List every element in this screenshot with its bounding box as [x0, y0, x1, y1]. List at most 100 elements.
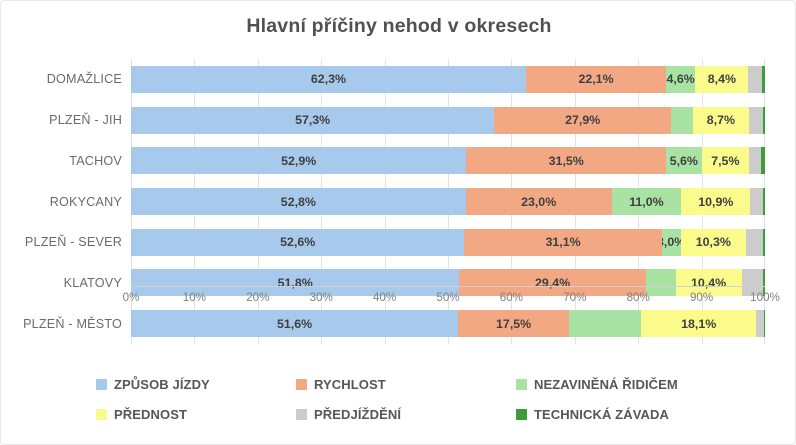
bar-segment[interactable] — [760, 147, 765, 175]
bar-segment[interactable] — [645, 269, 676, 297]
bar-segment-label: 7,5% — [711, 153, 740, 168]
value-tick-label: 60% — [499, 291, 523, 304]
category-label: PLZEŇ - MĚSTO — [23, 316, 122, 331]
bar-row-slot: 52,9% 31,5% 5,6% 7,5% — [131, 140, 765, 181]
stacked-bar[interactable]: 52,6% 31,1% 3,0% 10,3% — [131, 228, 765, 256]
chart-legend: ZPŮSOB JÍZDY RYCHLOST NEZAVINĚNÁ ŘIDIČEM P… — [1, 371, 796, 433]
category-label: PLZEŇ - SEVER — [24, 235, 122, 250]
bar-segment[interactable]: 18,1% — [641, 310, 757, 338]
bar-segment[interactable]: 17,5% — [458, 310, 570, 338]
bar-segment[interactable] — [741, 269, 764, 297]
bar-segment-label: 52,6% — [280, 235, 316, 250]
bar-row-slot: 62,3% 22,1% 4,6% 8,4% — [131, 59, 765, 100]
bar-row-slot: 52,6% 31,1% 3,0% 10,3% — [131, 222, 765, 263]
bar-segment[interactable] — [756, 310, 764, 338]
bar-segment[interactable]: 23,0% — [465, 188, 612, 216]
value-tick-label: 30% — [309, 291, 333, 304]
bar-segment[interactable] — [749, 147, 761, 175]
bar-segment[interactable]: 8,4% — [695, 65, 749, 93]
legend-row-top: ZPŮSOB JÍZDY RYCHLOST NEZAVINĚNÁ ŘIDIČEM — [1, 371, 796, 397]
stacked-bar[interactable]: 62,3% 22,1% 4,6% 8,4% — [131, 65, 765, 93]
bar-segment[interactable] — [745, 228, 764, 256]
bar-segment[interactable] — [750, 188, 764, 216]
bar-segment[interactable]: 52,9% — [131, 147, 467, 175]
bar-segment-label: 11,0% — [629, 194, 664, 209]
legend-swatch-icon — [516, 408, 527, 420]
bar-segment[interactable] — [763, 188, 765, 216]
bar-segment[interactable]: 10,9% — [681, 188, 751, 216]
bar-segment[interactable]: 62,3% — [131, 65, 526, 93]
category-label: ROKYCANY — [49, 194, 122, 209]
stacked-bar[interactable]: 57,3% 27,9% 8,7% — [131, 106, 765, 134]
bar-segment[interactable]: 11,0% — [611, 188, 682, 216]
stacked-bar[interactable]: 51,8% 29,4% 10,4% — [131, 269, 765, 297]
value-tick-label: 20% — [246, 291, 270, 304]
value-tick-label: 10% — [182, 291, 206, 304]
bar-segment[interactable] — [762, 65, 765, 93]
bar-segment[interactable] — [569, 310, 642, 338]
bar-segment[interactable]: 8,7% — [693, 106, 749, 134]
category-axis: DOMAŽLICE PLZEŇ - JIH TACHOV ROKYCANY PLZEŇ … — [1, 59, 131, 344]
bar-segment[interactable]: 31,1% — [464, 228, 662, 256]
bar-segment[interactable]: 57,3% — [131, 106, 495, 134]
bar-segment-label: 10,3% — [695, 235, 731, 250]
legend-label: PŘEDJÍŽDĚNÍ — [314, 406, 402, 422]
bar-segment[interactable] — [763, 310, 765, 338]
bar-segment[interactable]: 10,3% — [680, 228, 746, 256]
bar-segment[interactable]: 7,5% — [701, 147, 750, 175]
bar-segment[interactable]: 52,8% — [131, 188, 466, 216]
bar-segment[interactable]: 5,6% — [666, 147, 702, 175]
legend-swatch-icon — [516, 378, 527, 390]
legend-swatch-icon — [296, 378, 307, 390]
bar-segment[interactable] — [748, 106, 764, 134]
value-tick-label: 0% — [122, 291, 140, 304]
bar-segment-label: 8,7% — [706, 113, 736, 128]
bar-segment[interactable]: 29,4% — [459, 269, 646, 297]
legend-swatch-icon — [96, 378, 107, 390]
legend-item-3[interactable]: PŘEDNOST — [96, 401, 187, 427]
bar-segment[interactable] — [763, 228, 765, 256]
legend-label: NEZAVINĚNÁ ŘIDIČEM — [534, 376, 678, 392]
category-label: DOMAŽLICE — [46, 72, 122, 87]
category-label: PLZEŇ - JIH — [49, 113, 122, 128]
bar-segment[interactable]: 51,8% — [131, 269, 460, 297]
bar-segment[interactable]: 51,6% — [131, 310, 459, 338]
bar-segment[interactable] — [748, 65, 763, 93]
legend-swatch-icon — [96, 408, 107, 420]
bar-segment-label: 52,9% — [281, 153, 317, 168]
legend-item-0[interactable]: ZPŮSOB JÍZDY — [96, 371, 210, 397]
value-tick-label: 90% — [689, 291, 714, 304]
legend-item-1[interactable]: RYCHLOST — [296, 371, 386, 397]
legend-label: RYCHLOST — [314, 376, 386, 392]
value-tick-label: 40% — [372, 291, 397, 304]
bar-segment-label: 31,5% — [548, 153, 584, 168]
bar-segment-label: 27,9% — [565, 113, 601, 128]
bar-segment-label: 3,0% — [662, 235, 681, 250]
legend-item-4[interactable]: PŘEDJÍŽDĚNÍ — [296, 401, 401, 427]
stacked-bar[interactable]: 51,6% 17,5% 18,1% — [131, 310, 765, 338]
category-label: TACHOV — [69, 153, 122, 168]
stacked-bar[interactable]: 52,8% 23,0% 11,0% 10,9% — [131, 188, 765, 216]
bar-segment-label: 10,9% — [698, 194, 734, 209]
bar-segment[interactable] — [671, 106, 694, 134]
stacked-bar[interactable]: 52,9% 31,5% 5,6% 7,5% — [131, 147, 765, 175]
category-label: KLATOVY — [63, 275, 122, 290]
bar-segment[interactable]: 31,5% — [466, 147, 667, 175]
bar-segment[interactable] — [763, 269, 765, 297]
legend-item-2[interactable]: NEZAVINĚNÁ ŘIDIČEM — [516, 371, 678, 397]
bar-segment[interactable]: 3,0% — [661, 228, 681, 256]
legend-row-bottom: PŘEDNOST PŘEDJÍŽDĚNÍ TECHNICKÁ ZÁVADA — [1, 401, 796, 427]
legend-item-5[interactable]: TECHNICKÁ ZÁVADA — [516, 401, 669, 427]
legend-swatch-icon — [296, 408, 307, 420]
bar-segment-label: 31,1% — [545, 235, 581, 250]
bar-segment[interactable]: 27,9% — [494, 106, 672, 134]
bar-segment-label: 52,8% — [280, 194, 316, 209]
bar-segment[interactable]: 4,6% — [666, 65, 696, 93]
bar-segment[interactable] — [763, 106, 765, 134]
bar-row-slot: 57,3% 27,9% 8,7% — [131, 100, 765, 141]
bar-rows: 62,3% 22,1% 4,6% 8,4% 57,3% 27,9% 8,7% 52,9% 31,… — [131, 59, 765, 344]
bar-segment[interactable]: 22,1% — [525, 65, 667, 93]
bar-segment[interactable]: 52,6% — [131, 228, 465, 256]
value-tick-label: 50% — [436, 291, 460, 304]
bar-segment-label: 57,3% — [295, 113, 331, 128]
